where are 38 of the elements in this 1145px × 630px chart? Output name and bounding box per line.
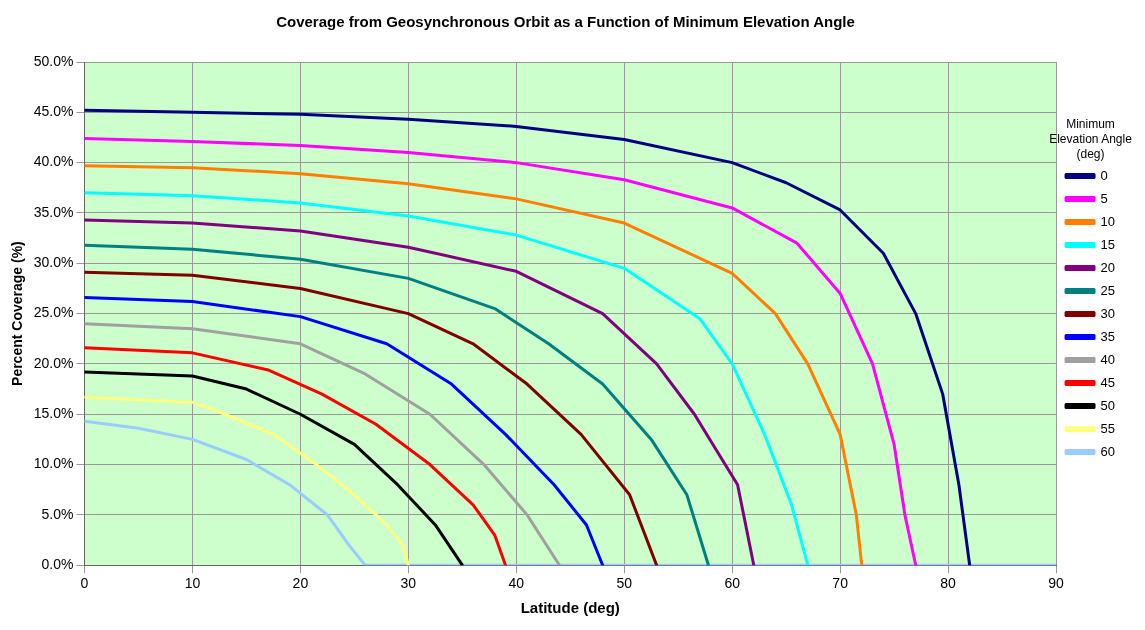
- y-tick-label: 10.0%: [33, 455, 74, 472]
- legend-label: 45: [1100, 374, 1116, 390]
- legend-label: 20: [1100, 259, 1116, 275]
- x-tick-label: 40: [508, 575, 525, 592]
- y-tick-label: 35.0%: [33, 203, 74, 220]
- legend-label: 40: [1100, 351, 1116, 367]
- x-tick-label: 60: [724, 575, 741, 592]
- legend-label: 5: [1100, 190, 1108, 206]
- legend-label: 30: [1100, 305, 1116, 321]
- legend-label: 0: [1100, 167, 1108, 183]
- legend-label: 35: [1100, 328, 1116, 344]
- y-tick-label: 15.0%: [33, 405, 74, 422]
- y-tick-label: 25.0%: [33, 304, 74, 321]
- y-tick-label: 30.0%: [33, 254, 74, 271]
- x-tick-label: 50: [616, 575, 633, 592]
- y-tick-label: 45.0%: [33, 103, 74, 120]
- legend-label: 55: [1100, 420, 1116, 436]
- legend-title: Minimum Elevation Angle (deg): [1048, 116, 1133, 162]
- x-tick-label: 30: [400, 575, 417, 592]
- x-axis-title: Latitude (deg): [520, 599, 620, 617]
- x-tick-label: 70: [832, 575, 849, 592]
- legend-label: 50: [1100, 397, 1116, 413]
- legend-label: 15: [1100, 236, 1116, 252]
- chart-title: Coverage from Geosynchronous Orbit as a Function of Minimum Elevation Angle: [276, 13, 855, 31]
- y-tick-label: 50.0%: [33, 52, 74, 69]
- x-tick-label: 90: [1048, 575, 1065, 592]
- y-tick-label: 5.0%: [41, 505, 74, 522]
- x-tick-label: 10: [184, 575, 201, 592]
- legend-label: 25: [1100, 282, 1116, 298]
- legend-label: 10: [1100, 213, 1116, 229]
- y-tick-label: 20.0%: [33, 354, 74, 371]
- y-tick-label: 40.0%: [33, 153, 74, 170]
- y-axis-title: Percent Coverage (%): [9, 241, 26, 386]
- x-tick-label: 0: [80, 575, 89, 592]
- x-tick-label: 20: [292, 575, 309, 592]
- legend-label: 60: [1100, 443, 1116, 459]
- x-tick-label: 80: [940, 575, 957, 592]
- y-tick-label: 0.0%: [41, 556, 74, 573]
